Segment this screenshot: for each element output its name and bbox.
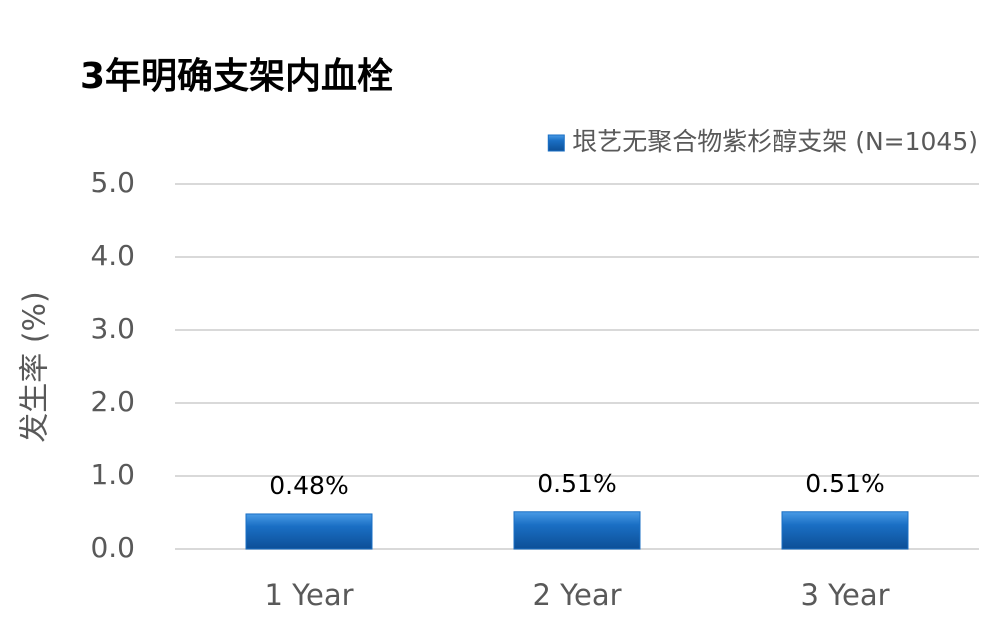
- x-tick-label: 1 Year: [264, 578, 353, 612]
- data-label: 0.48%: [269, 471, 348, 500]
- y-tick-label: 3.0: [90, 312, 135, 345]
- bar: [245, 513, 373, 550]
- bar: [781, 511, 909, 550]
- bar: [513, 511, 641, 550]
- y-tick-label: 4.0: [90, 239, 135, 272]
- y-axis-label: 发生率 (%): [18, 291, 53, 442]
- data-label: 0.51%: [805, 469, 884, 498]
- x-tick-label: 2 Year: [532, 578, 621, 612]
- legend-swatch: [547, 134, 565, 152]
- y-tick-label: 1.0: [90, 458, 135, 491]
- data-label: 0.51%: [537, 469, 616, 498]
- chart-title: 3年明确支架内血栓: [80, 56, 393, 97]
- y-tick-label: 0.0: [90, 531, 135, 564]
- y-tick-label: 5.0: [90, 166, 135, 199]
- y-tick-label: 2.0: [90, 385, 135, 418]
- x-tick-label: 3 Year: [800, 578, 889, 612]
- legend-label: 垠艺无聚合物紫杉醇支架 (N=1045): [572, 127, 978, 156]
